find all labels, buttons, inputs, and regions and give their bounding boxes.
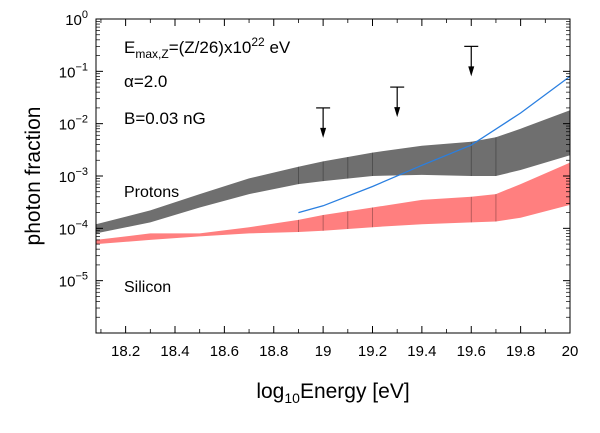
upper-limit-arrowhead bbox=[320, 127, 327, 138]
y-tick-label: 100 bbox=[65, 9, 88, 29]
y-tick-label: 10−4 bbox=[59, 218, 88, 238]
x-tick-label: 19 bbox=[315, 343, 332, 360]
x-tick-label: 20 bbox=[562, 343, 579, 360]
y-tick-label: 10−3 bbox=[59, 166, 88, 186]
bands-layer bbox=[96, 110, 570, 245]
upper-limit-arrowhead bbox=[394, 107, 401, 118]
upper-limits-layer bbox=[316, 45, 479, 138]
x-axis-label: log10Energy [eV] bbox=[256, 380, 409, 406]
x-tick-label: 18.6 bbox=[210, 343, 239, 360]
alpha-annotation: α=2.0 bbox=[124, 72, 167, 91]
silicon-label: Silicon bbox=[124, 279, 171, 296]
silicon-band bbox=[96, 162, 570, 245]
y-tick-label: 10−1 bbox=[59, 61, 88, 81]
y-tick-label: 10−5 bbox=[59, 271, 88, 291]
x-tick-label: 18.8 bbox=[259, 343, 288, 360]
x-tick-label: 19.4 bbox=[407, 343, 436, 360]
x-tick-label: 19.2 bbox=[358, 343, 387, 360]
y-axis-label: photon fraction bbox=[22, 107, 45, 246]
x-tick-label: 19.8 bbox=[506, 343, 535, 360]
emax-annotation: Emax,Z=(Z/26)x1022 eV bbox=[124, 35, 291, 61]
x-tick-label: 18.2 bbox=[111, 343, 140, 360]
blue-curve bbox=[298, 75, 571, 214]
bfield-annotation: B=0.03 nG bbox=[124, 109, 206, 128]
x-tick-label: 19.6 bbox=[457, 343, 486, 360]
lines-layer bbox=[298, 75, 571, 214]
ticks-layer: 18.2 18.4 18.6 18.8 19 19.2 19.4 19.6 19.8 20 100 1… bbox=[59, 9, 579, 360]
protons-band bbox=[96, 110, 570, 234]
x-tick-label: 18.4 bbox=[160, 343, 189, 360]
protons-label: Protons bbox=[124, 184, 179, 201]
y-tick-label: 10−2 bbox=[59, 114, 88, 134]
upper-limit-arrowhead bbox=[468, 66, 475, 77]
